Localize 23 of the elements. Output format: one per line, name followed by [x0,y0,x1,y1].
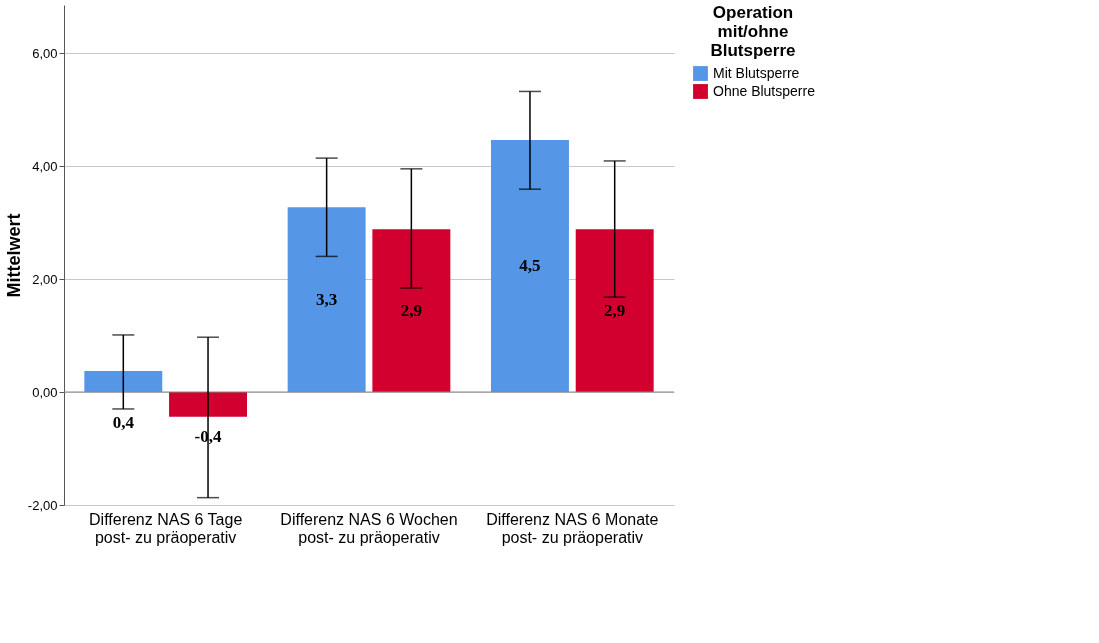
y-tick-label: 4,00 [32,158,58,174]
bar [491,140,569,393]
y-tick-label: 6,00 [32,45,58,61]
legend-label: Mit Blutsperre [713,64,800,81]
bar [84,371,163,393]
legend-label: Ohne Blutsperre [713,82,816,99]
bar [287,207,366,393]
x-tick-label: Differenz NAS 6 Wochen post- zu präoperativ [280,510,458,546]
bar [372,229,451,393]
data-label: 2,9 [604,300,626,320]
legend-title: Operation mit/ohne Blutsperre [710,3,796,60]
y-tick-label: 0,00 [32,384,58,400]
bar [169,392,247,417]
y-tick-label: 2,00 [32,271,58,287]
y-axis-title: Mittelwert [3,213,24,298]
x-tick-label: Differenz NAS 6 Tage post- zu präoperativ [89,510,243,546]
data-label: 4,5 [519,256,541,276]
x-tick-label: Differenz NAS 6 Monate post- zu präoperativ [486,510,659,546]
data-label: 0,4 [112,413,135,433]
bar [575,229,654,393]
data-label: 3,3 [316,289,338,309]
data-label: 2,9 [400,300,422,320]
y-tick-label: -2,00 [27,497,58,513]
